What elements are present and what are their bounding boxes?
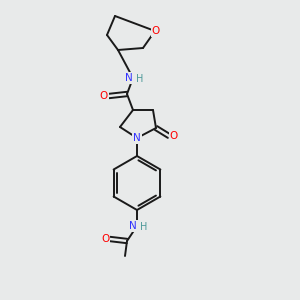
Text: O: O: [152, 26, 160, 36]
Text: O: O: [170, 131, 178, 141]
Text: O: O: [101, 234, 109, 244]
Text: O: O: [100, 91, 108, 101]
Text: N: N: [133, 133, 141, 143]
Text: N: N: [125, 73, 133, 83]
Text: N: N: [129, 221, 137, 231]
Text: H: H: [140, 222, 148, 232]
Text: H: H: [136, 74, 144, 84]
